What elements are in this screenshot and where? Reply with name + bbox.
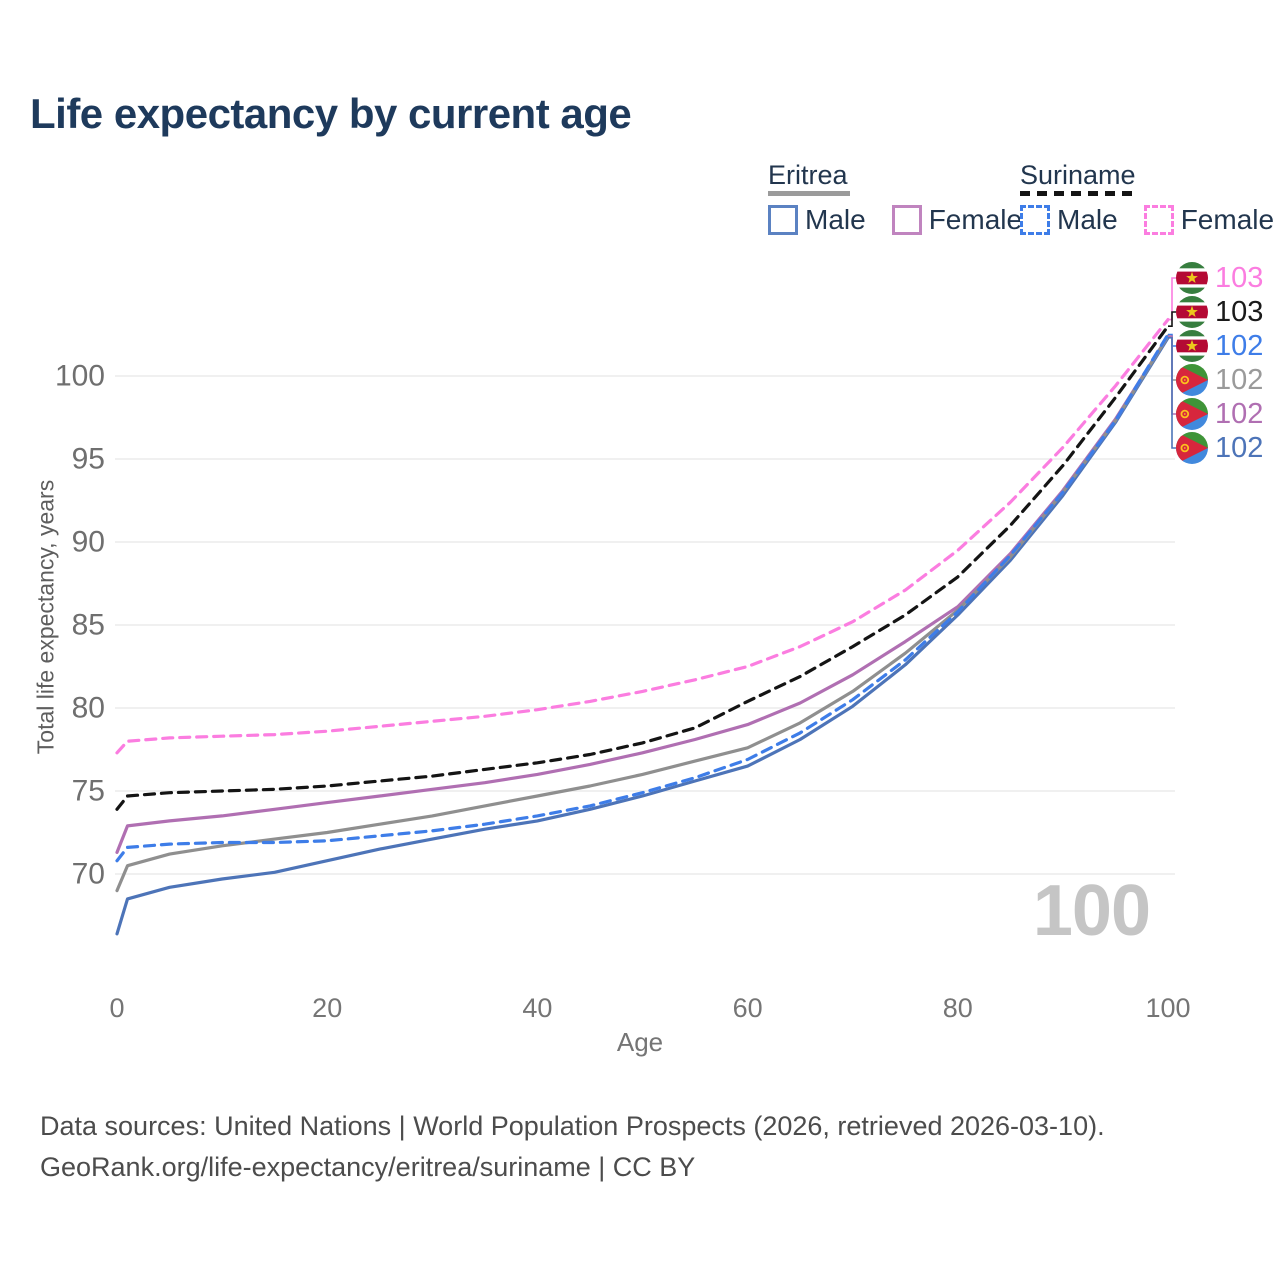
footer-url-line: GeoRank.org/life-expectancy/eritrea/suri… xyxy=(40,1152,696,1182)
connector-line xyxy=(1168,277,1176,321)
connector-line xyxy=(1168,311,1176,328)
legend-item-eritrea-male[interactable]: Male xyxy=(768,204,866,236)
chart-legend: Eritrea Male Female Suriname Male xyxy=(768,160,1280,240)
legend-group-eritrea: Eritrea Male Female xyxy=(768,160,1022,236)
legend-line-style-dashed xyxy=(1020,191,1132,196)
legend-item-label: Male xyxy=(805,204,866,235)
series-line-eritrea-female xyxy=(115,334,1170,855)
y-tick-label: 100 xyxy=(55,360,105,393)
page-title: Life expectancy by current age xyxy=(30,90,632,137)
legend-item-suriname-male[interactable]: Male xyxy=(1020,204,1118,236)
flag-icon-suriname xyxy=(1176,296,1208,328)
legend-item-label: Male xyxy=(1057,204,1118,235)
x-tick-label: 80 xyxy=(943,993,973,1023)
x-tick-label: 40 xyxy=(522,993,552,1023)
legend-item-label: Female xyxy=(1180,204,1275,235)
series-line-eritrea-male xyxy=(115,336,1170,936)
legend-line-style-solid xyxy=(768,191,850,196)
legend-item-eritrea-female[interactable]: Female xyxy=(891,204,1023,236)
legend-country-label[interactable]: Suriname xyxy=(1020,160,1136,190)
legend-country-label[interactable]: Eritrea xyxy=(768,160,848,190)
end-value-label: 102 xyxy=(1215,398,1263,430)
flag-icon-suriname xyxy=(1176,262,1208,294)
legend-swatch-suriname-male-icon xyxy=(1020,205,1050,235)
legend-group-suriname: Suriname Male Female xyxy=(1020,160,1274,236)
end-value-label: 103 xyxy=(1215,262,1263,294)
y-tick-label: 95 xyxy=(72,443,105,476)
footer: Data sources: United Nations | World Pop… xyxy=(40,1106,1105,1188)
end-value-label: 102 xyxy=(1215,432,1263,464)
y-axis-title: Total life expectancy, years xyxy=(32,479,59,755)
series-line-suriname xyxy=(115,324,1170,811)
end-value-label: 103 xyxy=(1215,296,1263,328)
connector-line xyxy=(1168,335,1176,415)
flag-icon-eritrea xyxy=(1176,398,1208,430)
watermark-age-label: 100 xyxy=(1032,871,1151,951)
legend-swatch-eritrea-male-icon xyxy=(768,205,798,235)
footer-source-line: Data sources: United Nations | World Pop… xyxy=(40,1111,1105,1141)
y-tick-label: 75 xyxy=(72,775,105,808)
end-value-label: 102 xyxy=(1215,330,1263,362)
flag-icon-eritrea xyxy=(1176,432,1208,464)
legend-swatch-suriname-female-icon xyxy=(1143,205,1174,235)
x-axis-title: Age xyxy=(617,1027,663,1057)
connector-line xyxy=(1168,336,1176,449)
y-tick-label: 80 xyxy=(72,692,105,725)
flag-icon-suriname xyxy=(1176,330,1208,362)
x-tick-label: 20 xyxy=(312,993,342,1023)
x-tick-label: 0 xyxy=(109,993,124,1023)
x-tick-label: 100 xyxy=(1145,993,1190,1023)
end-value-label: 102 xyxy=(1215,364,1263,396)
series-line-suriname-female xyxy=(115,318,1170,755)
y-tick-label: 90 xyxy=(72,526,105,559)
series-line-suriname-male xyxy=(115,332,1170,863)
y-tick-label: 70 xyxy=(72,858,105,891)
x-tick-label: 60 xyxy=(733,993,763,1023)
connector-line xyxy=(1168,333,1176,347)
flag-icon-eritrea xyxy=(1176,364,1208,396)
legend-item-label: Female xyxy=(928,204,1023,235)
series-line-eritrea xyxy=(115,334,1170,893)
legend-swatch-eritrea-female-icon xyxy=(891,205,922,235)
connector-line xyxy=(1168,335,1176,381)
legend-item-suriname-female[interactable]: Female xyxy=(1143,204,1275,236)
y-tick-label: 85 xyxy=(72,609,105,642)
